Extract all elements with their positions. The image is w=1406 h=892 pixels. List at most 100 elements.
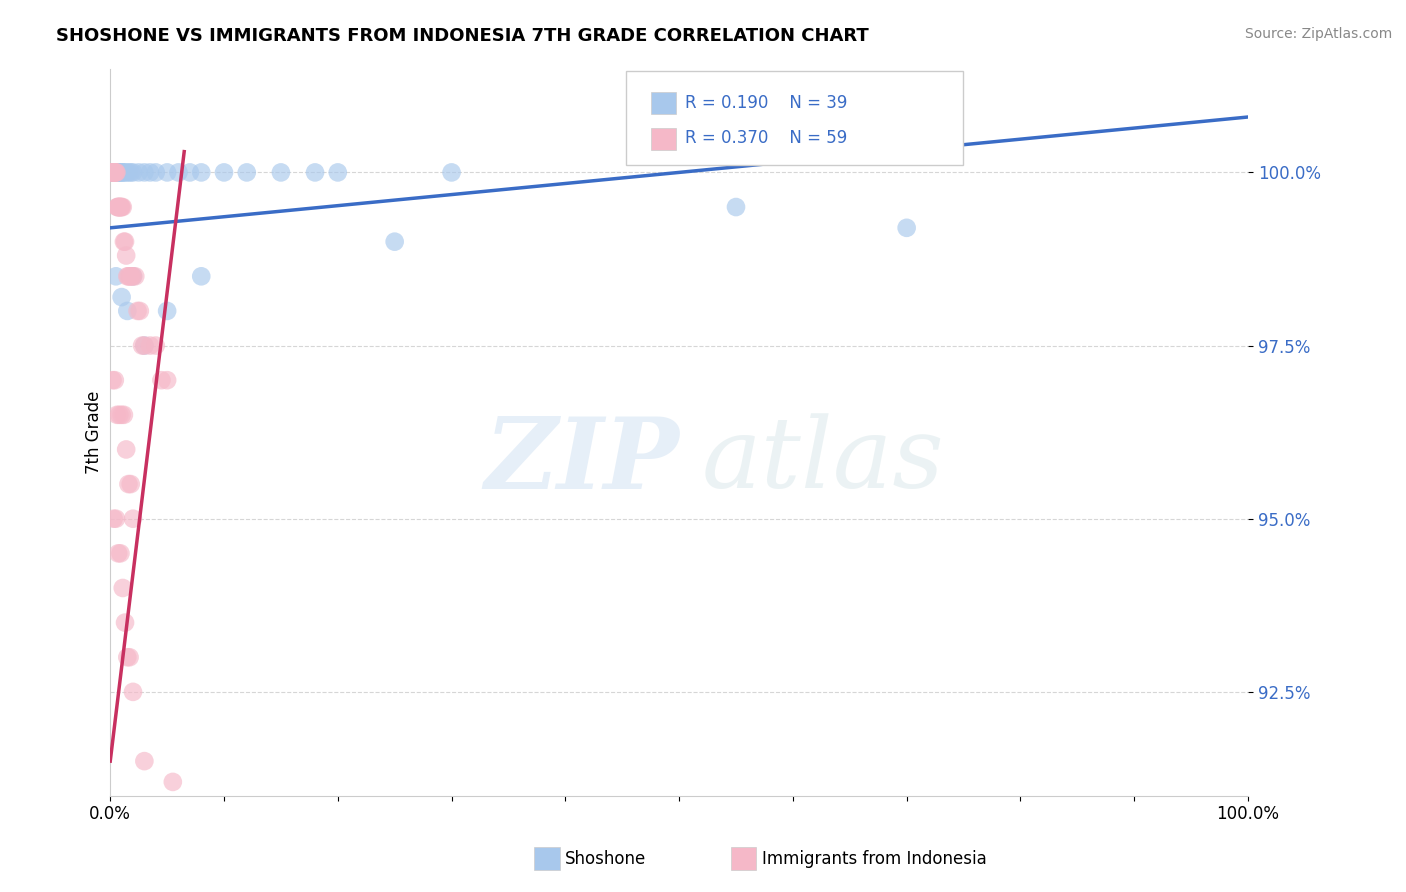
Point xyxy=(105,408,128,422)
Point xyxy=(122,165,145,179)
Text: ZIP: ZIP xyxy=(484,413,679,509)
Point xyxy=(127,304,149,318)
Point xyxy=(107,165,129,179)
Point xyxy=(103,165,125,179)
Point xyxy=(101,165,124,179)
Point xyxy=(108,200,131,214)
Point xyxy=(112,235,135,249)
Point xyxy=(112,408,135,422)
Point xyxy=(108,200,131,214)
Point xyxy=(110,546,132,560)
Point xyxy=(121,269,143,284)
Point xyxy=(105,165,128,179)
Point xyxy=(104,165,127,179)
Point xyxy=(111,165,134,179)
Point xyxy=(104,165,127,179)
Point xyxy=(118,650,141,665)
Point xyxy=(104,373,127,387)
Point xyxy=(122,685,145,699)
Point xyxy=(107,200,129,214)
Point xyxy=(115,248,138,262)
Text: Immigrants from Indonesia: Immigrants from Indonesia xyxy=(762,850,987,868)
Point xyxy=(110,200,132,214)
Point xyxy=(134,338,156,352)
Point xyxy=(104,165,127,179)
Point xyxy=(103,165,125,179)
Point xyxy=(270,165,292,179)
Point xyxy=(120,269,142,284)
Point xyxy=(101,373,124,387)
Point xyxy=(111,200,134,214)
Text: atlas: atlas xyxy=(702,414,945,508)
Point xyxy=(110,165,132,179)
Point xyxy=(139,165,162,179)
Point xyxy=(117,165,139,179)
Point xyxy=(190,165,212,179)
Point xyxy=(190,269,212,284)
Point xyxy=(104,165,127,179)
Point xyxy=(117,477,139,491)
Point xyxy=(156,373,179,387)
Point xyxy=(384,235,406,249)
Text: Source: ZipAtlas.com: Source: ZipAtlas.com xyxy=(1244,27,1392,41)
Point xyxy=(120,477,142,491)
Point xyxy=(100,165,122,179)
Point xyxy=(104,269,127,284)
Text: SHOSHONE VS IMMIGRANTS FROM INDONESIA 7TH GRADE CORRELATION CHART: SHOSHONE VS IMMIGRANTS FROM INDONESIA 7T… xyxy=(56,27,869,45)
Point xyxy=(112,165,135,179)
Point xyxy=(117,269,139,284)
Point xyxy=(108,165,131,179)
Point xyxy=(117,650,139,665)
Point xyxy=(167,165,190,179)
Point xyxy=(131,338,153,352)
Point xyxy=(304,165,326,179)
Point xyxy=(896,220,918,235)
Point xyxy=(236,165,259,179)
Point xyxy=(110,200,132,214)
Point xyxy=(104,165,127,179)
Point xyxy=(111,408,134,422)
Point xyxy=(105,165,128,179)
Point xyxy=(117,304,139,318)
Point xyxy=(134,165,156,179)
Point xyxy=(115,442,138,457)
Point xyxy=(115,165,138,179)
Point xyxy=(134,754,156,768)
Y-axis label: 7th Grade: 7th Grade xyxy=(86,391,103,474)
Point xyxy=(139,338,162,352)
Point xyxy=(101,165,124,179)
Point xyxy=(162,775,184,789)
Point xyxy=(120,165,142,179)
Point xyxy=(145,165,167,179)
Point xyxy=(212,165,235,179)
Point xyxy=(145,338,167,352)
Point xyxy=(103,512,125,526)
Point xyxy=(122,512,145,526)
Point xyxy=(111,165,134,179)
Point xyxy=(111,581,134,595)
Point xyxy=(122,269,145,284)
Point xyxy=(114,615,136,630)
Point xyxy=(101,165,124,179)
Point xyxy=(117,269,139,284)
Point xyxy=(108,408,131,422)
Point xyxy=(122,269,145,284)
Point xyxy=(104,512,127,526)
Point xyxy=(105,200,128,214)
Point xyxy=(111,200,134,214)
Point xyxy=(107,200,129,214)
Text: R = 0.190    N = 39: R = 0.190 N = 39 xyxy=(685,94,846,112)
Point xyxy=(156,304,179,318)
Point xyxy=(101,165,124,179)
Point xyxy=(103,165,125,179)
Point xyxy=(111,290,134,304)
Text: R = 0.370    N = 59: R = 0.370 N = 59 xyxy=(685,129,846,147)
Point xyxy=(107,200,129,214)
Point xyxy=(150,373,173,387)
Text: Shoshone: Shoshone xyxy=(565,850,647,868)
Point xyxy=(107,546,129,560)
Point xyxy=(118,269,141,284)
Point xyxy=(114,235,136,249)
Point xyxy=(440,165,463,179)
Point xyxy=(128,304,150,318)
